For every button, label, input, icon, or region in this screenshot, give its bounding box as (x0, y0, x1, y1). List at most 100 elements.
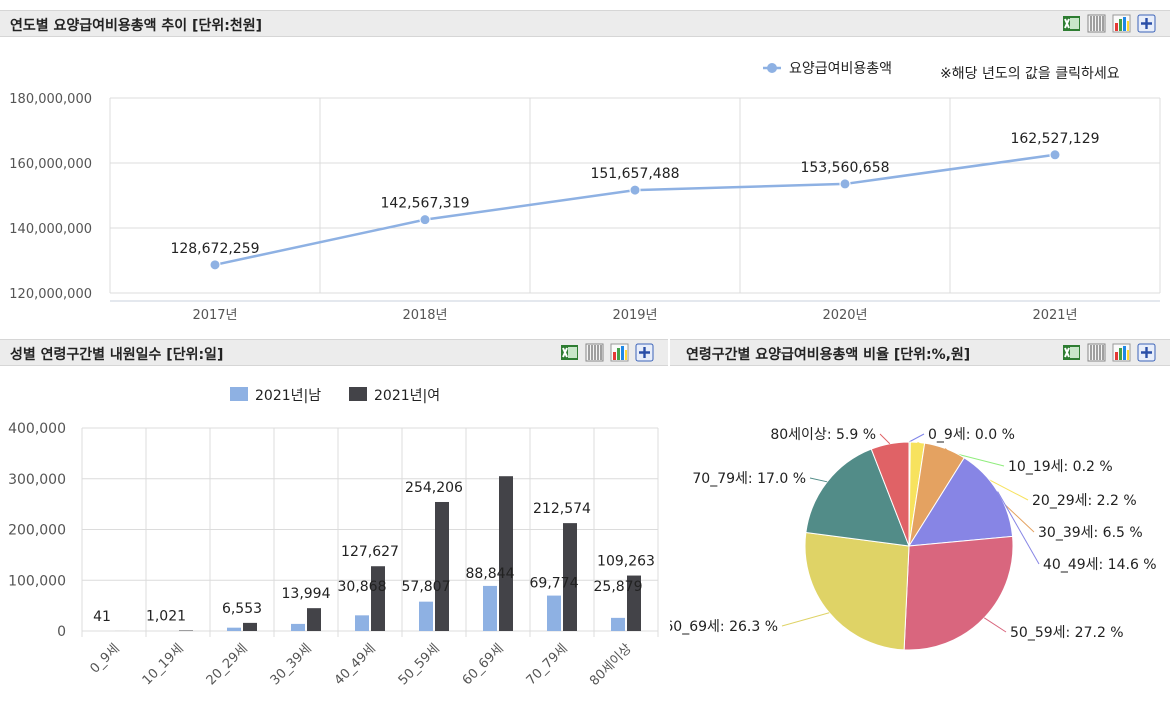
bar-female[interactable] (435, 501, 449, 631)
gender-panel-header: 성별 연령구간별 내원일수 [단위:일] (0, 339, 668, 366)
pie-slice[interactable] (804, 531, 910, 651)
x-tick-label: 0_9세 (87, 641, 122, 676)
table-icon[interactable] (1087, 14, 1106, 33)
expand-icon[interactable] (1137, 14, 1156, 33)
bar-male[interactable] (611, 617, 625, 631)
data-label-female: 1,021 (146, 608, 186, 624)
gender-toolbar (560, 343, 654, 362)
x-tick-label: 2019년 (612, 308, 657, 323)
pie-connector (809, 477, 828, 483)
y-tick-label: 200,000 (8, 523, 66, 539)
excel-icon[interactable] (1062, 14, 1081, 33)
table-icon[interactable] (585, 343, 604, 362)
pie-label: 20_29세: 2.2 % (1032, 493, 1137, 509)
pie-connector (997, 491, 1040, 565)
legend-label[interactable]: 요양급여비용총액 (789, 61, 892, 77)
bar-male[interactable] (355, 615, 369, 631)
bar-female[interactable] (307, 608, 321, 631)
x-tick-label: 60_69세 (460, 641, 507, 688)
gender-bar-chart: 0 100,000 200,000 300,000 400,000 41 0_9세 1,021… (8, 387, 659, 689)
x-tick-label: 70_79세 (524, 641, 571, 688)
bar-female[interactable] (499, 476, 513, 631)
x-tick-label: 2017년 (192, 308, 237, 323)
pie-slice[interactable] (870, 441, 910, 547)
data-point[interactable] (629, 184, 641, 196)
legend-swatch (349, 387, 367, 401)
bar-chart-icon[interactable] (1112, 343, 1131, 362)
x-tick-label: 50_59세 (396, 641, 443, 688)
y-tick-label: 100,000 (8, 573, 66, 589)
click-hint-note: ※해당 년도의 값을 클릭하세요 (940, 66, 1120, 82)
y-tick-label: 120,000,000 (9, 287, 92, 302)
data-label-female: 13,994 (282, 586, 331, 602)
data-label-male: 30,868 (338, 579, 387, 595)
bar-female[interactable] (179, 630, 193, 631)
bar-male[interactable] (227, 627, 241, 631)
legend-label[interactable]: 2021년|여 (374, 388, 440, 404)
pie-label: 70_79세: 17.0 % (692, 471, 806, 487)
x-tick-label: 80세이상 (587, 641, 635, 689)
bar-female[interactable] (563, 523, 577, 631)
data-point[interactable] (839, 178, 851, 190)
pie-slice[interactable] (903, 535, 1014, 651)
table-icon[interactable] (1087, 343, 1106, 362)
x-tick-label: 40_49세 (332, 641, 379, 688)
excel-icon[interactable] (560, 343, 579, 362)
data-label: 128,672,259 (170, 241, 259, 257)
data-label-female: 109,263 (597, 554, 655, 570)
x-tick-label: 20_29세 (204, 641, 251, 688)
data-label: 153,560,658 (800, 160, 889, 176)
bar-chart-icon[interactable] (610, 343, 629, 362)
expand-icon[interactable] (635, 343, 654, 362)
data-label: 162,527,129 (1010, 131, 1099, 147)
gender-panel-title: 성별 연령구간별 내원일수 [단위:일] (10, 347, 224, 363)
legend-swatch (230, 387, 248, 401)
data-label-male: 25,879 (594, 579, 643, 595)
data-label-male: 69,774 (530, 576, 579, 592)
pie-label: 80세이상: 5.9 % (770, 427, 876, 443)
bar-male[interactable] (291, 623, 305, 631)
data-point[interactable] (419, 214, 431, 226)
data-label-female: 212,574 (533, 501, 591, 517)
bar-chart-icon[interactable] (1112, 14, 1131, 33)
data-label-male: 57,807 (402, 579, 451, 595)
data-point[interactable] (209, 259, 221, 271)
trend-line-chart: 120,000,000 140,000,000 160,000,000 180,000… (9, 61, 1161, 323)
y-tick-label: 400,000 (8, 421, 66, 437)
excel-icon[interactable] (1062, 343, 1081, 362)
pie-label: 10_19세: 0.2 % (1008, 459, 1113, 475)
x-tick-label: 2018년 (402, 308, 447, 323)
y-tick-label: 300,000 (8, 472, 66, 488)
legend-label[interactable]: 2021년|남 (255, 388, 321, 404)
data-label: 142,567,319 (380, 196, 469, 212)
ratio-panel-title: 연령구간별 요양급여비용총액 비율 [단위:%,원] (686, 347, 971, 363)
expand-icon[interactable] (1137, 343, 1156, 362)
ratio-pie-chart: 0_9세: 0.0 % 10_19세: 0.2 % 20_29세: 2.2 % 30_… (670, 427, 1157, 651)
x-tick-label: 2020년 (822, 308, 867, 323)
pie-connector (781, 612, 830, 627)
bar-male[interactable] (419, 601, 433, 631)
x-tick-label: 30_39세 (268, 641, 315, 688)
data-point[interactable] (1049, 149, 1061, 161)
y-tick-label: 0 (57, 624, 66, 640)
bar-female[interactable] (627, 575, 641, 631)
data-label-female: 6,553 (222, 601, 262, 617)
data-label-female: 254,206 (405, 480, 463, 496)
y-tick-label: 180,000,000 (9, 92, 92, 107)
y-tick-label: 140,000,000 (9, 222, 92, 237)
bar-male[interactable] (483, 585, 497, 631)
data-label-male: 88,844 (466, 566, 515, 582)
data-label: 151,657,488 (590, 166, 679, 182)
pie-connector (983, 617, 1007, 633)
data-label-female: 127,627 (341, 544, 399, 560)
ratio-panel-header: 연령구간별 요양급여비용총액 비율 [단위:%,원] (670, 339, 1170, 366)
ratio-toolbar (1062, 343, 1156, 362)
pie-label: 0_9세: 0.0 % (928, 427, 1015, 443)
bar-female[interactable] (371, 566, 385, 631)
pie-label: 40_49세: 14.6 % (1043, 557, 1157, 573)
data-label-female: 41 (93, 609, 111, 625)
bar-male[interactable] (547, 595, 561, 631)
bar-female[interactable] (243, 622, 257, 631)
pie-connector (908, 433, 925, 443)
pie-label: 50_59세: 27.2 % (1010, 625, 1124, 641)
